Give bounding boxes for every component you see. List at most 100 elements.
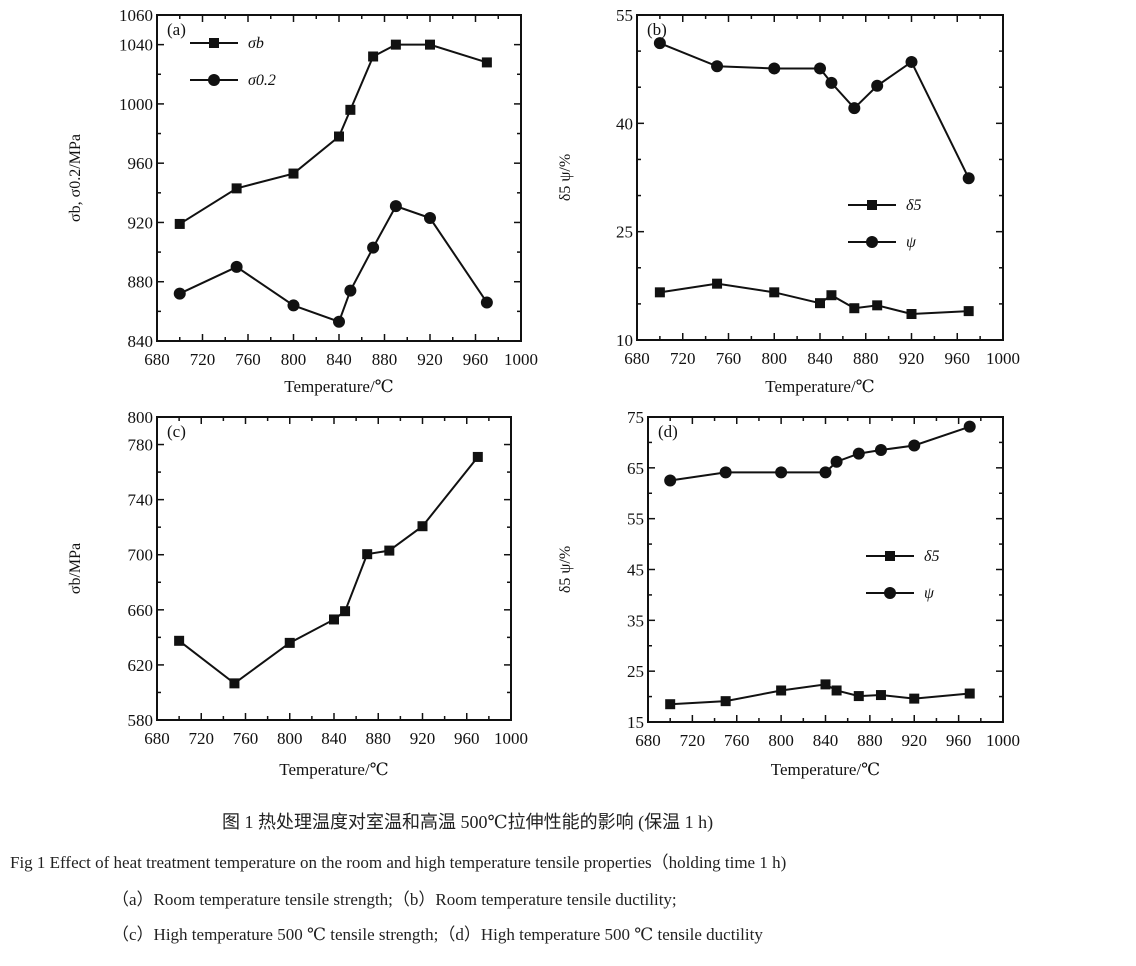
legend-marker (866, 236, 878, 248)
series-line (178, 456, 479, 685)
data-point-square (654, 287, 665, 298)
data-point-square (906, 309, 917, 319)
data-point-square (712, 278, 723, 289)
panel-label: (d) (658, 422, 678, 441)
plot-frame (156, 14, 522, 342)
data-point-circle (173, 287, 186, 300)
data-point-circle (230, 260, 243, 273)
plot-frame (647, 416, 1004, 723)
x-tick-label: 760 (716, 349, 742, 368)
y-axis-label: δ5 ψ/% (557, 546, 574, 593)
data-point-square (472, 451, 483, 462)
x-tick-label: 760 (724, 731, 750, 750)
data-point-circle (424, 212, 436, 225)
caption-chinese: 图 1 热处理温度对室温和高温 500℃拉伸性能的影响 (保温 1 h) (222, 812, 714, 832)
y-tick-label: 880 (128, 273, 154, 292)
data-point-circle (871, 79, 884, 92)
data-point-square (815, 298, 825, 309)
data-point-square (720, 696, 731, 707)
x-tick-label: 720 (190, 350, 216, 369)
y-axis-label: σb/MPa (67, 543, 84, 594)
x-tick-label: 880 (372, 350, 398, 369)
legend-marker (209, 38, 219, 48)
legend-label: δ5 (906, 197, 921, 214)
legend-label: σb (248, 35, 264, 52)
data-point-square (345, 104, 356, 115)
data-point-square (340, 606, 351, 617)
data-point-circle (962, 172, 975, 185)
y-tick-label: 15 (627, 713, 644, 732)
y-tick-label: 580 (128, 711, 154, 730)
data-point-square (390, 39, 401, 50)
legend-label: ψ (906, 234, 917, 251)
y-tick-label: 75 (627, 408, 644, 427)
x-tick-label: 920 (417, 350, 443, 369)
y-tick-label: 10 (616, 331, 633, 350)
data-point-square (425, 39, 435, 50)
x-tick-label: 680 (144, 350, 170, 369)
caption-english: Fig 1 Effect of heat treatment temperatu… (10, 853, 787, 872)
x-tick-label: 680 (635, 731, 661, 750)
legend-label: σ0.2 (248, 72, 276, 89)
x-tick-label: 840 (813, 731, 839, 750)
x-tick-label: 1000 (504, 350, 538, 369)
data-point-square (368, 51, 379, 62)
legend-marker (884, 587, 896, 599)
data-point-square (284, 637, 295, 648)
legend-label: δ5 (924, 548, 939, 565)
data-point-square (875, 690, 886, 701)
y-tick-label: 55 (616, 6, 633, 25)
data-point-square (853, 691, 864, 702)
data-point-circle (389, 200, 402, 213)
data-point-square (665, 699, 676, 710)
plot-frame (156, 416, 512, 721)
data-point-circle (830, 455, 843, 468)
caption-cd: （c）High temperature 500 ℃ tensile streng… (112, 925, 763, 944)
series-line (179, 43, 488, 225)
x-tick-label: 760 (233, 729, 259, 748)
data-point-square (769, 287, 780, 298)
x-axis-label: Temperature/℃ (765, 377, 874, 396)
data-point-circle (814, 62, 826, 75)
data-point-square (334, 131, 344, 142)
legend-marker (208, 74, 220, 86)
x-tick-label: 960 (463, 350, 489, 369)
y-tick-label: 1040 (119, 36, 153, 55)
data-point-square (909, 693, 920, 704)
data-point-circle (775, 466, 788, 479)
data-point-square (417, 521, 428, 532)
data-point-circle (908, 439, 921, 452)
x-tick-label: 760 (235, 350, 261, 369)
data-point-square (174, 635, 185, 646)
panel-label: (a) (167, 20, 186, 39)
x-tick-label: 920 (410, 729, 436, 748)
data-point-circle (719, 466, 732, 479)
x-tick-label: 880 (857, 731, 883, 750)
data-point-square (831, 685, 842, 696)
data-point-circle (848, 102, 861, 115)
y-tick-label: 1060 (119, 6, 153, 25)
y-tick-label: 35 (627, 611, 644, 630)
x-tick-label: 720 (189, 729, 215, 748)
x-tick-label: 720 (670, 349, 696, 368)
y-tick-label: 25 (616, 223, 633, 242)
series-line (659, 282, 969, 316)
y-tick-label: 65 (627, 459, 644, 478)
panel-d: 680 720 760 800 840 880 920 960 1000 15 25 35 45 55 65… (557, 408, 1020, 779)
panel-label: (c) (167, 422, 186, 441)
y-tick-label: 660 (128, 601, 154, 620)
y-tick-label: 45 (627, 561, 644, 580)
caption-ab: （a）Room temperature tensile strength;（b）… (112, 890, 677, 909)
x-axis-label: Temperature/℃ (284, 377, 393, 396)
data-point-square (288, 168, 299, 179)
x-tick-label: 960 (945, 349, 971, 368)
y-axis-label: σb, σ0.2/MPa (67, 134, 84, 222)
x-axis-label: Temperature/℃ (771, 760, 880, 779)
data-point-circle (367, 241, 380, 254)
data-point-square (776, 685, 787, 696)
legend-marker (885, 551, 895, 561)
data-point-circle (874, 444, 887, 457)
data-point-square (481, 57, 492, 68)
data-point-circle (653, 37, 666, 50)
